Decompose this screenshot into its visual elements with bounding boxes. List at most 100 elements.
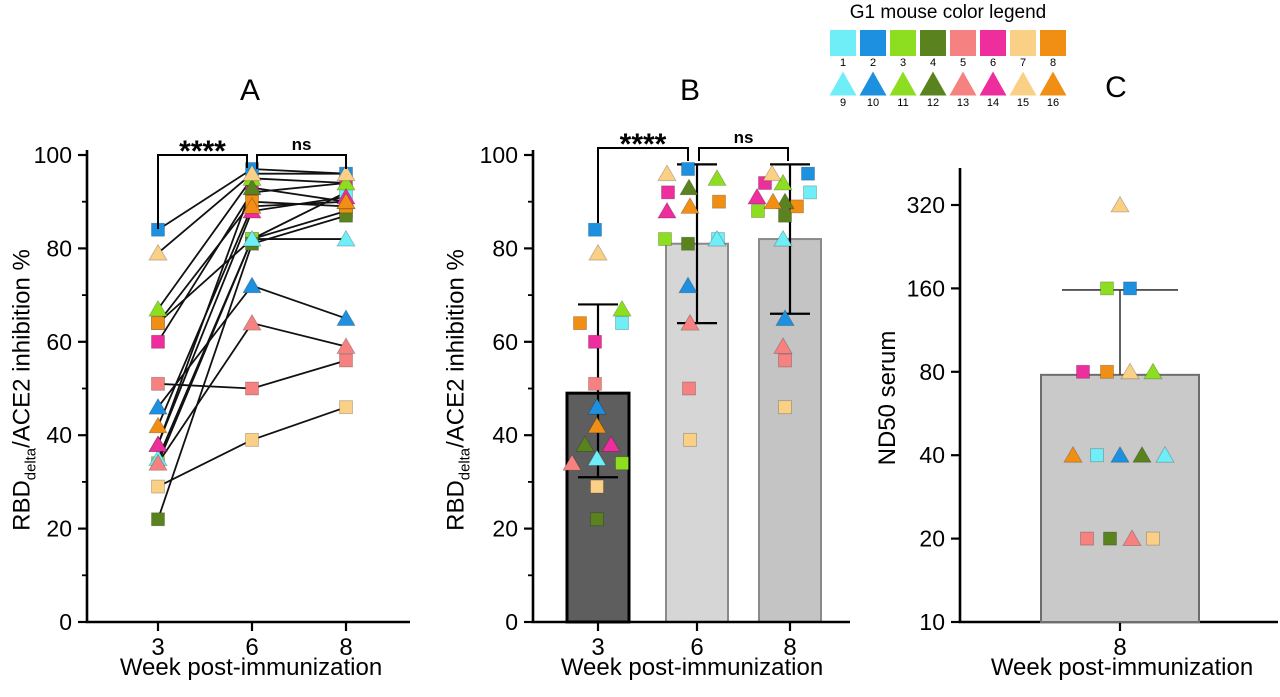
b-point-mouse-7: [683, 432, 697, 447]
a-point-mouse-11: [148, 299, 168, 317]
b-sig-bracket: [597, 147, 689, 223]
b-point-mouse-15: [588, 243, 608, 261]
b-x-tick-label: 6: [690, 634, 703, 661]
c-point-8: [1063, 445, 1083, 463]
c-y-tick-label: 40: [919, 442, 945, 468]
a-sig-bracket: [256, 154, 347, 169]
ylabel-prefix: RBD: [8, 480, 36, 531]
c-point-15: [1122, 529, 1142, 546]
b-point-mouse-6: [588, 334, 602, 349]
b-point-mouse-10: [775, 309, 795, 326]
c-y-tick-label: 10: [919, 609, 945, 635]
b-point-mouse-14: [747, 187, 767, 205]
legend-entry-13: 13: [948, 71, 978, 109]
c-point-11: [1132, 445, 1152, 463]
a-point-mouse-5: [151, 376, 165, 391]
legend-square-marker-2: [860, 30, 886, 56]
legend-entry-10: 10: [858, 71, 888, 109]
b-point-mouse-9: [707, 229, 727, 247]
b-point-mouse-16: [680, 197, 700, 214]
a-x-tick-label: 6: [245, 634, 258, 661]
legend-number-6: 6: [989, 57, 997, 69]
legend-row-triangles: 9 10 11 12 13 14 15 16: [826, 71, 1070, 109]
legend-entry-1: 1: [828, 30, 858, 69]
legend-entry-3: 3: [888, 30, 918, 69]
c-y-tick-label: 160: [907, 275, 945, 301]
legend-number-16: 16: [1046, 97, 1060, 109]
a-point-mouse-15: [242, 164, 262, 182]
b-y-tick-label: 80: [492, 235, 518, 261]
legend-square-marker-5: [950, 30, 976, 56]
panel-a-x-axis-label: Week post-immunization: [119, 654, 383, 681]
b-point-mouse-2: [681, 162, 695, 176]
legend-entry-8: 8: [1038, 30, 1068, 69]
legend-entry-9: 9: [828, 71, 858, 109]
b-x-tick-label: 3: [591, 634, 604, 661]
b-point-mouse-7: [590, 479, 604, 494]
legend-square-marker-4: [920, 30, 946, 56]
g1-legend: G1 mouse color legend 1 2 3 4 5 6 7 8 9 10 11 12 13 1…: [826, 2, 1070, 111]
panel-b: **** ns: [562, 128, 822, 624]
legend-entry-16: 16: [1038, 71, 1068, 109]
a-point-mouse-16: [148, 416, 168, 434]
b-point-mouse-7: [778, 400, 792, 415]
legend-entry-12: 12: [918, 71, 948, 109]
a-markers: [148, 162, 356, 527]
legend-triangle-marker-10: [859, 71, 887, 96]
b-point-mouse-3: [658, 232, 672, 246]
c-point-16: [1146, 531, 1160, 546]
b-point-mouse-11: [612, 299, 632, 317]
a-point-mouse-8: [151, 316, 165, 331]
legend-triangle-marker-9: [829, 71, 857, 96]
a-point-mouse-15: [148, 243, 168, 261]
legend-square-marker-3: [890, 30, 916, 56]
c-y-tick-label: 80: [919, 359, 945, 385]
b-point-mouse-16: [763, 192, 783, 210]
legend-number-10: 10: [866, 97, 880, 109]
ylabel-suffix: /ACE2 inhibition %: [8, 249, 36, 448]
a-point-mouse-16: [336, 192, 356, 210]
a-x-tick-label: 8: [339, 634, 352, 661]
b-point-mouse-8: [712, 194, 726, 209]
legend-triangle-marker-12: [919, 71, 947, 96]
a-point-mouse-10: [148, 397, 168, 415]
b-sig-label: ****: [620, 128, 667, 161]
legend-number-9: 9: [839, 97, 847, 109]
panel-b-y-axis-label: RBDdelta/ACE2 inhibition %: [443, 249, 474, 531]
a-sig-label: ****: [179, 135, 226, 168]
c-markers: [1063, 195, 1175, 546]
legend-entry-14: 14: [978, 71, 1008, 109]
b-point-mouse-9: [587, 449, 607, 466]
ylabel-subscript: delta: [23, 447, 40, 481]
legend-number-2: 2: [869, 57, 877, 69]
b-point-mouse-12: [775, 192, 795, 210]
c-point-3: [1123, 281, 1137, 296]
legend-number-4: 4: [929, 57, 937, 69]
panel-b-x-axis-label: Week post-immunization: [560, 654, 824, 681]
b-y-tick-label: 100: [480, 142, 518, 168]
b-point-mouse-1: [615, 316, 629, 331]
a-point-mouse-10: [242, 276, 262, 294]
b-point-mouse-16: [587, 416, 607, 434]
b-point-mouse-5: [588, 376, 602, 391]
c-point-14: [1103, 531, 1117, 546]
c-point-12: [1155, 445, 1175, 463]
legend-number-8: 8: [1049, 57, 1057, 69]
legend-number-11: 11: [897, 97, 909, 109]
legend-entry-11: 11: [888, 71, 918, 109]
c-point-4: [1076, 364, 1090, 379]
c-point-7: [1143, 362, 1163, 380]
a-point-mouse-5: [339, 353, 353, 368]
a-sig-bracket: [157, 154, 248, 229]
legend-number-15: 15: [1016, 97, 1030, 109]
a-sig-label: ns: [292, 135, 312, 154]
b-sig-bracket: [698, 147, 789, 161]
legend-entry-2: 2: [858, 30, 888, 69]
b-point-mouse-13: [773, 337, 793, 354]
c-y-tick-label: 320: [907, 192, 945, 218]
panel-a-y-axis-label: RBDdelta/ACE2 inhibition %: [9, 249, 40, 531]
legend-entry-15: 15: [1008, 71, 1038, 109]
b-point-mouse-10: [587, 397, 607, 415]
